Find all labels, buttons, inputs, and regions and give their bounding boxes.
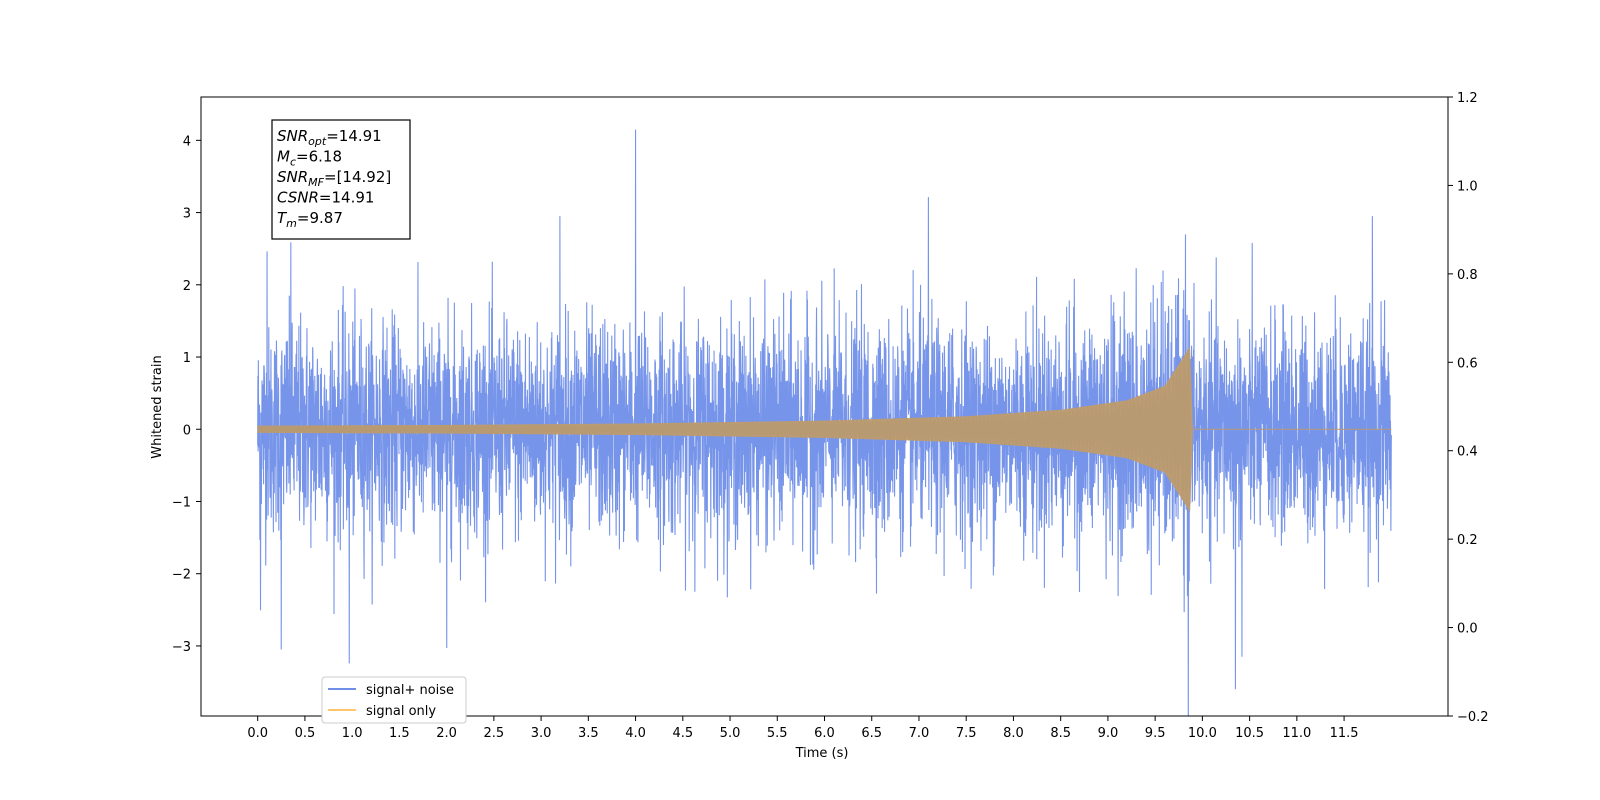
- x-tick-label: 9.0: [1098, 726, 1119, 741]
- x-tick-label: 4.5: [672, 726, 693, 741]
- x-tick-label: 1.0: [342, 726, 363, 741]
- x-tick-label: 7.0: [909, 726, 930, 741]
- legend-label-signal-plus-noise: signal+ noise: [366, 683, 454, 698]
- y-tick-label: 1: [183, 351, 191, 366]
- legend-box: [321, 676, 467, 724]
- x-tick-label: 10.5: [1235, 726, 1264, 741]
- y2-tick-label: 0.6: [1457, 356, 1478, 371]
- x-tick-label: 5.0: [720, 726, 741, 741]
- x-tick-label: 11.5: [1330, 726, 1359, 741]
- x-tick-label: 2.0: [436, 726, 457, 741]
- stats-line: SNRopt=14.91: [277, 127, 382, 148]
- line-signal-only: [257, 350, 1392, 507]
- x-tick-label: 8.5: [1050, 726, 1071, 741]
- x-tick-label: 3.0: [531, 726, 552, 741]
- legend: signal+ noise signal only: [321, 676, 467, 724]
- x-tick-label: 7.5: [956, 726, 977, 741]
- stats-line: Tm=9.87: [277, 209, 343, 230]
- x-tick-label: 1.5: [389, 726, 410, 741]
- y-tick-label: 3: [183, 207, 191, 222]
- y-axis-left: −3 −2 −1 0 1 2 3 4: [172, 134, 201, 655]
- x-tick-label: 6.0: [814, 726, 835, 741]
- y-tick-label: −1: [172, 495, 191, 510]
- y2-tick-label: −0.2: [1457, 710, 1489, 725]
- x-tick-label: 11.0: [1282, 726, 1311, 741]
- y2-tick-label: 1.2: [1457, 91, 1478, 106]
- stats-line: Mc=6.18: [277, 148, 342, 169]
- y-axis-label: Whitened strain: [150, 355, 165, 458]
- y2-tick-label: 0.8: [1457, 268, 1478, 283]
- x-tick-label: 10.0: [1188, 726, 1217, 741]
- x-axis: 0.0 0.5 1.0 1.5 2.0 2.5 3.0 3.5 4.0 4.5 5.0 5.5 6.0 6…: [247, 716, 1359, 741]
- x-tick-label: 5.5: [767, 726, 788, 741]
- y2-tick-label: 0.4: [1457, 445, 1478, 460]
- x-axis-label: Time (s): [795, 746, 849, 761]
- legend-label-signal-only: signal only: [366, 704, 436, 719]
- stats-line: CSNR=14.91: [277, 189, 374, 207]
- y2-tick-label: 1.0: [1457, 179, 1478, 194]
- stats-box: [271, 119, 411, 240]
- x-tick-label: 6.5: [861, 726, 882, 741]
- x-tick-label: 0.5: [295, 726, 316, 741]
- y2-tick-label: 0.0: [1457, 622, 1478, 637]
- stats-annotation: SNRopt=14.91Mc=6.18SNRMF=[14.92]CSNR=14.…: [271, 119, 411, 240]
- y-tick-label: 0: [183, 423, 191, 438]
- y-tick-label: −3: [172, 640, 191, 655]
- x-tick-label: 0.0: [247, 726, 268, 741]
- x-tick-label: 4.0: [625, 726, 646, 741]
- stats-line: SNRMF=[14.92]: [277, 168, 391, 189]
- series-signal-only: [257, 346, 1392, 513]
- x-tick-label: 2.5: [484, 726, 505, 741]
- y-axis-right: −0.2 0.0 0.2 0.4 0.6 0.8 1.0 1.2: [1448, 91, 1489, 725]
- x-tick-label: 3.5: [578, 726, 599, 741]
- x-tick-label: 8.0: [1003, 726, 1024, 741]
- y-tick-label: 2: [183, 279, 191, 294]
- y-tick-label: −2: [172, 568, 191, 583]
- x-tick-label: 9.5: [1145, 726, 1166, 741]
- y2-tick-label: 0.2: [1457, 533, 1478, 548]
- y-tick-label: 4: [183, 134, 191, 149]
